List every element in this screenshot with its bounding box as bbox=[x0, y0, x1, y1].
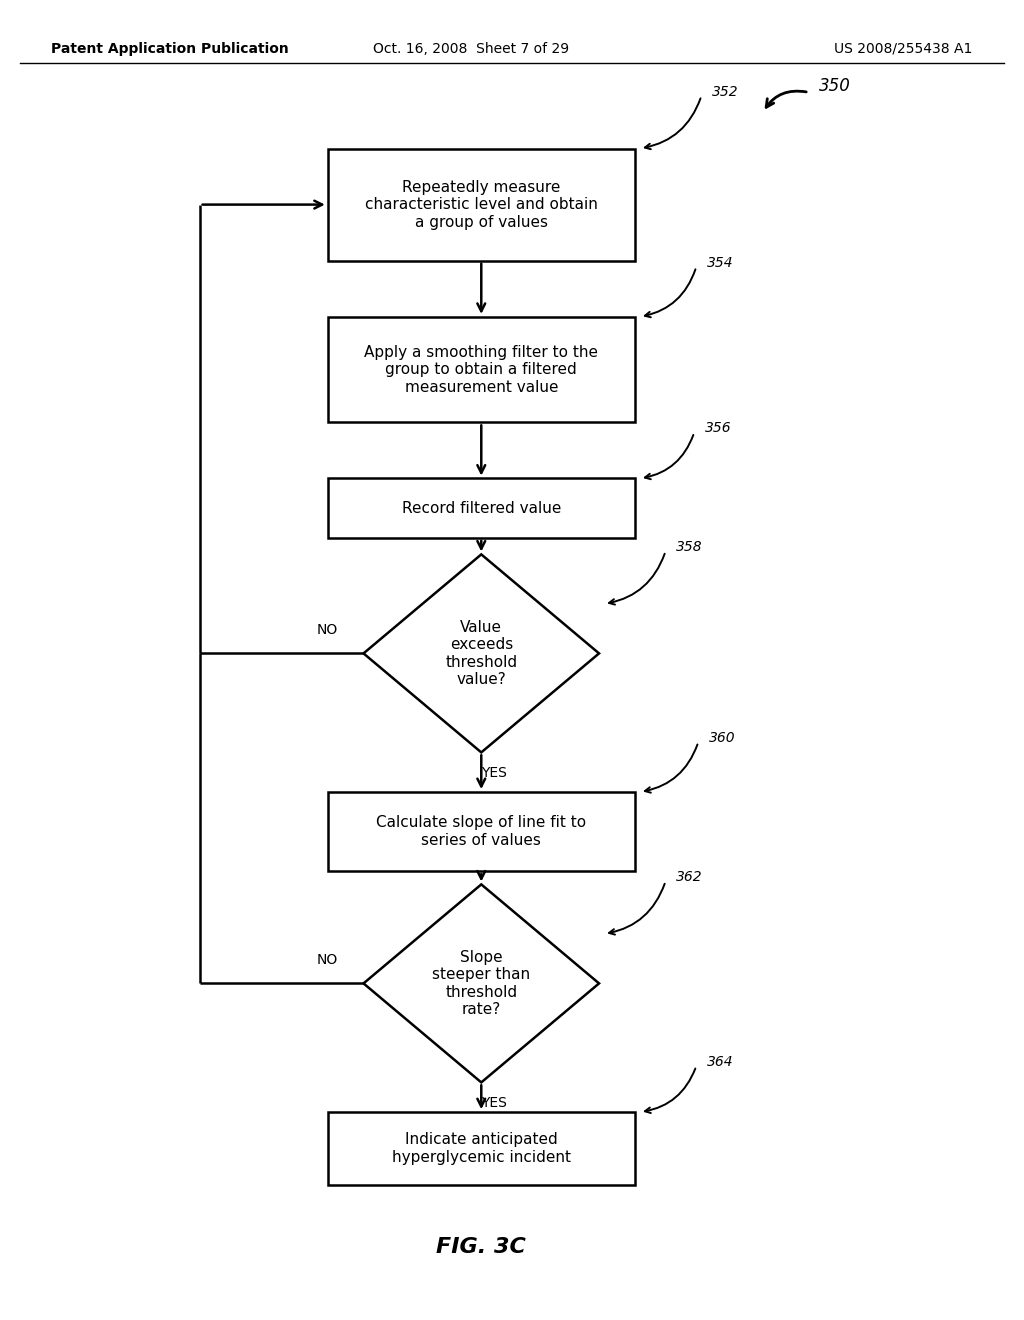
Text: 358: 358 bbox=[676, 540, 702, 554]
Text: Indicate anticipated
hyperglycemic incident: Indicate anticipated hyperglycemic incid… bbox=[392, 1133, 570, 1164]
Text: YES: YES bbox=[480, 1096, 507, 1110]
Text: 350: 350 bbox=[819, 77, 851, 95]
Text: Calculate slope of line fit to
series of values: Calculate slope of line fit to series of… bbox=[376, 816, 587, 847]
Text: US 2008/255438 A1: US 2008/255438 A1 bbox=[835, 42, 973, 55]
Text: 360: 360 bbox=[709, 731, 735, 744]
Text: 352: 352 bbox=[712, 84, 738, 99]
Text: Slope
steeper than
threshold
rate?: Slope steeper than threshold rate? bbox=[432, 950, 530, 1016]
Text: 356: 356 bbox=[705, 421, 731, 436]
Text: FIG. 3C: FIG. 3C bbox=[436, 1237, 526, 1258]
FancyBboxPatch shape bbox=[328, 149, 635, 261]
FancyBboxPatch shape bbox=[328, 317, 635, 422]
FancyBboxPatch shape bbox=[328, 478, 635, 539]
Polygon shape bbox=[364, 884, 599, 1082]
Text: Repeatedly measure
characteristic level and obtain
a group of values: Repeatedly measure characteristic level … bbox=[365, 180, 598, 230]
Text: NO: NO bbox=[316, 953, 338, 966]
Text: 362: 362 bbox=[676, 870, 702, 884]
Text: Patent Application Publication: Patent Application Publication bbox=[51, 42, 289, 55]
Text: Oct. 16, 2008  Sheet 7 of 29: Oct. 16, 2008 Sheet 7 of 29 bbox=[373, 42, 569, 55]
FancyBboxPatch shape bbox=[328, 792, 635, 871]
Text: Record filtered value: Record filtered value bbox=[401, 500, 561, 516]
FancyBboxPatch shape bbox=[328, 1111, 635, 1185]
Text: 354: 354 bbox=[707, 256, 733, 269]
Text: YES: YES bbox=[480, 766, 507, 780]
Text: 364: 364 bbox=[707, 1055, 733, 1069]
Polygon shape bbox=[364, 554, 599, 752]
Text: Value
exceeds
threshold
value?: Value exceeds threshold value? bbox=[445, 620, 517, 686]
Text: Apply a smoothing filter to the
group to obtain a filtered
measurement value: Apply a smoothing filter to the group to… bbox=[365, 345, 598, 395]
Text: NO: NO bbox=[316, 623, 338, 636]
